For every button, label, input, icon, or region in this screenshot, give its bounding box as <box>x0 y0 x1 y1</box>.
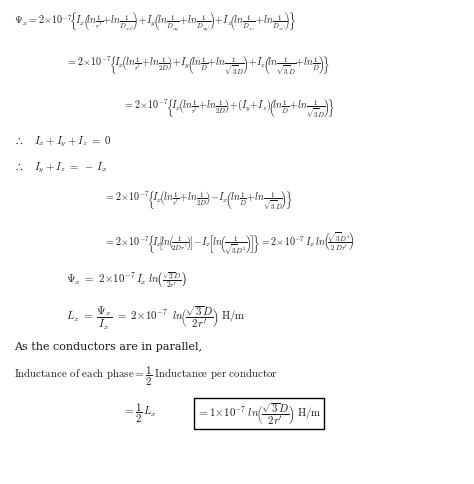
Text: $= 2\!\times\!10^{-7}\!\left\{\!I_x\!\left(\!ln\frac{1}{r'}\!+\!ln\frac{1}{2D}\!: $= 2\!\times\!10^{-7}\!\left\{\!I_x\!\le… <box>66 54 330 78</box>
Text: $\text{Inductance of each phase} = \dfrac{1}{2}\;\text{Inductance per conductor}: $\text{Inductance of each phase} = \dfra… <box>14 364 278 387</box>
Text: $\therefore \quad I_y + I_z \ = \ -\, I_x$: $\therefore \quad I_y + I_z \ = \ -\, I_… <box>14 161 108 175</box>
Text: As the conductors are in parallel,: As the conductors are in parallel, <box>14 341 202 351</box>
Text: $\Psi_x = 2\!\times\!10^{-7}\!\left\{\!I_x\!\left(\!ln\frac{1}{r'}\!+\!ln\frac{1: $\Psi_x = 2\!\times\!10^{-7}\!\left\{\!I… <box>14 11 297 33</box>
Text: $\Psi_x \ = \ 2\!\times\!10^{-7}\, I_x\; ln\!\left(\frac{\sqrt{3}D}{2r'}\right)$: $\Psi_x \ = \ 2\!\times\!10^{-7}\, I_x\;… <box>66 270 187 289</box>
Text: $\therefore \quad I_x + I_y + I_z \ = \ 0$: $\therefore \quad I_x + I_y + I_z \ = \ … <box>14 135 112 149</box>
Text: $= 2\!\times\!10^{-7}\!\left\{\!I_x\!\left(\!ln\frac{1}{r'}\!+\!ln\frac{1}{2D}\!: $= 2\!\times\!10^{-7}\!\left\{\!I_x\!\le… <box>104 189 293 212</box>
Text: $= 2\!\times\!10^{-7}\!\left\{\!I_x\!\!\left[\!ln\!\left(\!\frac{1}{2Dr'}\!\righ: $= 2\!\times\!10^{-7}\!\left\{\!I_x\!\!\… <box>104 230 356 257</box>
Text: $= 2\!\times\!10^{-7}\!\left\{\!I_x\!\left(\!ln\frac{1}{r'}\!+\!ln\frac{1}{2D}\!: $= 2\!\times\!10^{-7}\!\left\{\!I_x\!\le… <box>123 97 336 121</box>
Text: $= 1\!\times\!10^{-7}\; ln\!\left(\dfrac{\sqrt{3}D}{2r'}\right)\;\mathrm{H/m}$: $= 1\!\times\!10^{-7}\; ln\!\left(\dfrac… <box>197 401 321 426</box>
Text: $= \dfrac{1}{2}\,L_x$: $= \dfrac{1}{2}\,L_x$ <box>123 401 157 424</box>
Text: $L_x \ = \ \dfrac{\Psi_x}{I_x} \ = \ 2\!\times\!10^{-7}\;\; ln\!\left(\dfrac{\sq: $L_x \ = \ \dfrac{\Psi_x}{I_x} \ = \ 2\!… <box>66 304 246 331</box>
